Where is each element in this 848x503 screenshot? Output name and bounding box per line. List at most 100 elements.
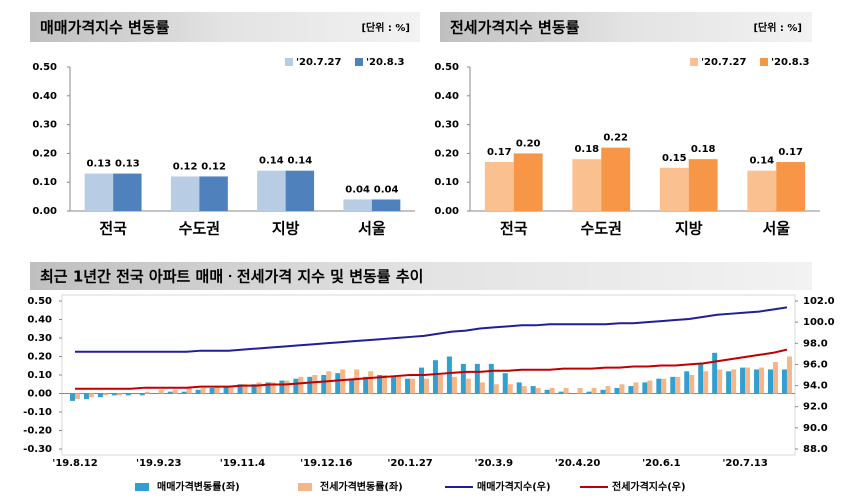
bar <box>335 373 341 394</box>
bar <box>270 382 276 394</box>
unit-label: [단위 : %] <box>361 21 410 34</box>
line <box>75 348 788 390</box>
bar <box>70 393 75 401</box>
chart-title: 매매가격지수 변동률 <box>40 19 170 37</box>
bar <box>265 382 271 394</box>
bar <box>228 386 234 394</box>
legend-label: '20.7.27 <box>296 57 341 68</box>
bar <box>731 369 737 394</box>
value-label: 0.15 <box>662 153 687 164</box>
bar <box>605 386 611 394</box>
bar <box>661 378 667 394</box>
value-label: 0.14 <box>288 156 313 167</box>
bar <box>257 170 286 211</box>
bar <box>419 367 424 394</box>
bar <box>298 376 304 394</box>
bar <box>712 352 718 394</box>
x-tick-label: '19.11.4 <box>220 458 265 469</box>
bar <box>237 384 243 394</box>
x-tick-label: 서울 <box>358 220 386 238</box>
y-tick-label: 0.20 <box>32 148 57 159</box>
bar <box>371 199 401 211</box>
bar <box>83 393 89 400</box>
value-label: 0.13 <box>115 159 140 170</box>
bar <box>368 371 374 394</box>
bar <box>199 176 228 211</box>
bar <box>781 369 787 394</box>
x-tick-label: '20.4.20 <box>555 458 600 469</box>
legend-swatch <box>298 483 312 491</box>
y-tick-label: 0.20 <box>434 148 459 159</box>
bar <box>586 391 592 394</box>
x-tick-label: '20.3.9 <box>475 458 514 469</box>
bar <box>158 389 164 394</box>
value-label: 0.12 <box>173 161 198 172</box>
y-tick-label: 0.40 <box>27 315 52 326</box>
x-tick-label: 전국 <box>500 220 528 238</box>
y-tick-label: 0.40 <box>32 91 57 102</box>
bar <box>186 387 192 394</box>
y2-tick-label: 100.0 <box>803 317 835 328</box>
bar <box>144 391 150 394</box>
y-tick-label: 0.50 <box>434 62 459 73</box>
x-tick-label: 수도권 <box>179 220 220 238</box>
bar <box>321 375 327 394</box>
bar <box>530 386 536 394</box>
x-tick-label: 서울 <box>762 220 790 238</box>
y2-tick-label: 90.0 <box>803 423 828 434</box>
bar <box>549 387 555 394</box>
value-label: 0.14 <box>259 156 284 167</box>
bar <box>223 386 229 394</box>
y-tick-label: 0.00 <box>32 206 57 217</box>
y-tick-label: 0.10 <box>32 177 57 188</box>
bar <box>410 378 416 394</box>
bar <box>312 375 318 394</box>
y-tick-label: 0.10 <box>27 370 52 381</box>
legend-swatch <box>760 58 768 66</box>
bar <box>684 371 690 394</box>
bar <box>437 375 443 394</box>
bar <box>633 382 639 394</box>
y2-tick-label: 96.0 <box>803 359 828 370</box>
bar <box>88 393 94 398</box>
bar <box>516 382 522 394</box>
value-label: 0.14 <box>749 156 774 167</box>
value-label: 0.17 <box>778 147 803 158</box>
x-tick-label: 지방 <box>675 220 703 238</box>
x-tick-label: '19.12.16 <box>300 458 352 469</box>
bar <box>172 389 178 394</box>
bar <box>544 389 550 394</box>
bar <box>768 369 773 394</box>
x-tick-label: 수도권 <box>581 220 622 238</box>
x-tick-label: '20.6.1 <box>642 458 681 469</box>
line <box>75 306 788 353</box>
y2-tick-label: 94.0 <box>803 381 828 392</box>
bar <box>396 376 402 394</box>
value-label: 0.04 <box>345 184 370 195</box>
bar <box>446 356 452 394</box>
bar <box>75 393 80 400</box>
bar <box>251 384 257 394</box>
header-bar <box>30 12 420 42</box>
bar <box>354 369 360 394</box>
bar <box>256 382 262 394</box>
bar <box>195 389 201 394</box>
value-label: 0.04 <box>374 184 399 195</box>
bar <box>601 147 631 211</box>
value-label: 0.18 <box>691 144 716 155</box>
bar <box>484 162 514 211</box>
bar <box>558 391 564 394</box>
bar <box>759 367 765 394</box>
x-tick-label: '19.8.12 <box>52 458 97 469</box>
value-label: 0.22 <box>603 133 628 144</box>
bar <box>285 170 315 211</box>
unit-label: [단위 : %] <box>753 21 802 34</box>
bar <box>614 387 620 394</box>
bar <box>326 371 332 394</box>
legend-label: '20.8.3 <box>366 57 405 68</box>
legend-swatch <box>285 58 293 66</box>
bar <box>97 393 103 398</box>
bar <box>698 363 704 394</box>
bar <box>279 380 285 394</box>
y-tick-label: 0.30 <box>32 120 57 131</box>
